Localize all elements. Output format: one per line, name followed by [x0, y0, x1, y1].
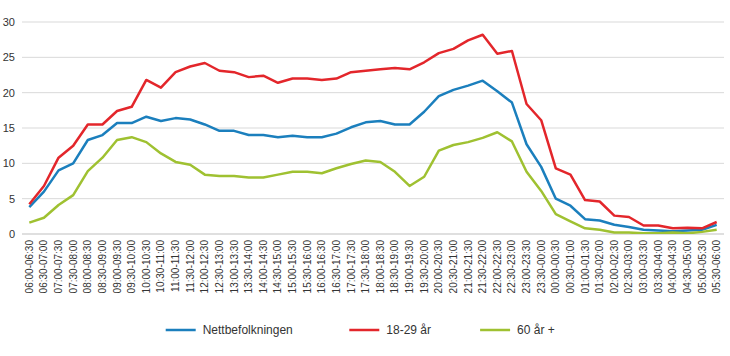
y-tick-label: 5: [9, 193, 15, 205]
x-tick-label: 09:00-09:30: [112, 240, 123, 294]
legend-label: 18-29 år: [386, 323, 431, 337]
grid-line: [22, 92, 724, 93]
x-tick-label: 02:00-02:30: [609, 240, 620, 294]
series-line: [29, 132, 716, 233]
x-tick-label: 08:00-08:30: [82, 240, 93, 294]
x-tick-label: 19:00-19:30: [404, 240, 415, 294]
x-tick-label: 14:00-14:30: [258, 240, 269, 294]
x-tick-label: 22:00-22:30: [492, 240, 503, 294]
x-tick-label: 19:30-20:00: [419, 240, 430, 294]
x-tick-label: 05:00-05:30: [697, 240, 708, 294]
x-tick-label: 22:30-23:00: [506, 240, 517, 294]
chart: 0 5 10 15 20 25 30 06:00-06:3006:30-07:00 07:00-…: [0, 0, 730, 356]
y-tick-label: 25: [3, 51, 15, 63]
x-tick-label: 02:30-03:00: [623, 240, 634, 294]
y-tick-label: 30: [3, 16, 15, 28]
x-tick-label: 16:00-16:30: [316, 240, 327, 294]
grid-line: [22, 198, 724, 199]
legend-swatch: [480, 329, 510, 332]
x-tick-label: 07:30-08:00: [68, 240, 79, 294]
grid-line: [22, 163, 724, 164]
x-tick-label: 08:30-09:00: [97, 240, 108, 294]
x-tick-label: 20:00-20:30: [433, 240, 444, 294]
x-tick-label: 03:00-03:30: [638, 240, 649, 294]
x-tick-label: 23:30-00:00: [536, 240, 547, 294]
x-tick-label: 21:30-22:00: [477, 240, 488, 294]
x-tick-label: 11:30-12:00: [185, 240, 196, 293]
y-tick-label: 0: [9, 228, 15, 240]
x-tick-label: 06:30-07:00: [38, 240, 49, 294]
x-tick-label: 05:30-06:00: [711, 240, 722, 294]
x-tick-label: 21:00-21:30: [463, 240, 474, 294]
legend-label: 60 år +: [517, 323, 555, 337]
x-tick-label: 00:00-00:30: [550, 240, 561, 294]
x-tick-label: 10:30-11:00: [155, 240, 166, 293]
legend-swatch: [166, 329, 196, 332]
grid-line: [22, 22, 724, 23]
x-tick-label: 15:00-15:30: [287, 240, 298, 294]
x-tick-label: 10:00-10:30: [141, 240, 152, 294]
x-tick-label: 01:30-02:00: [594, 240, 605, 294]
legend-label: Nettbefolkningen: [203, 323, 293, 337]
x-tick-label: 01:00-01:30: [580, 240, 591, 294]
x-tick-label: 16:30-17:00: [331, 240, 342, 294]
y-tick-label: 10: [3, 157, 15, 169]
x-tick-label: 13:00-13:30: [229, 240, 240, 294]
grid-line: [22, 128, 724, 129]
series-line: [29, 35, 716, 229]
x-tick-label: 18:30-19:00: [389, 240, 400, 294]
x-tick-label: 03:30-04:00: [653, 240, 664, 294]
x-tick-label: 12:00-12:30: [199, 240, 210, 294]
x-tick-label: 04:30-05:00: [682, 240, 693, 294]
x-tick-label: 23:00-23:30: [521, 240, 532, 294]
x-tick-label: 20:30-21:00: [448, 240, 459, 294]
grid-line: [22, 57, 724, 58]
x-tick-label: 17:30-18:00: [360, 240, 371, 294]
y-tick-label: 15: [3, 122, 15, 134]
x-tick-label: 18:00-18:30: [375, 240, 386, 294]
plot-lines: [29, 35, 716, 234]
x-tick-label: 09:30-10:00: [126, 240, 137, 294]
x-tick-label: 15:30-16:00: [302, 240, 313, 294]
x-tick-label: 12:30-13:00: [214, 240, 225, 294]
x-tick-label: 04:00-04:30: [667, 240, 678, 294]
x-tick-label: 11:00-11:30: [170, 240, 181, 292]
x-tick-label: 13:30-14:00: [243, 240, 254, 294]
x-tick-label: 07:00-07:30: [53, 240, 64, 294]
x-tick-label: 14:30-15:00: [272, 240, 283, 294]
x-tick-label: 17:00-17:30: [346, 240, 357, 294]
legend-swatch: [349, 329, 379, 332]
x-tick-label: 00:30-01:00: [565, 240, 576, 294]
legend: Nettbefolkningen 18-29 år 60 år +: [166, 323, 555, 337]
y-tick-label: 20: [3, 87, 15, 99]
x-tick-label: 06:00-06:30: [24, 240, 35, 294]
